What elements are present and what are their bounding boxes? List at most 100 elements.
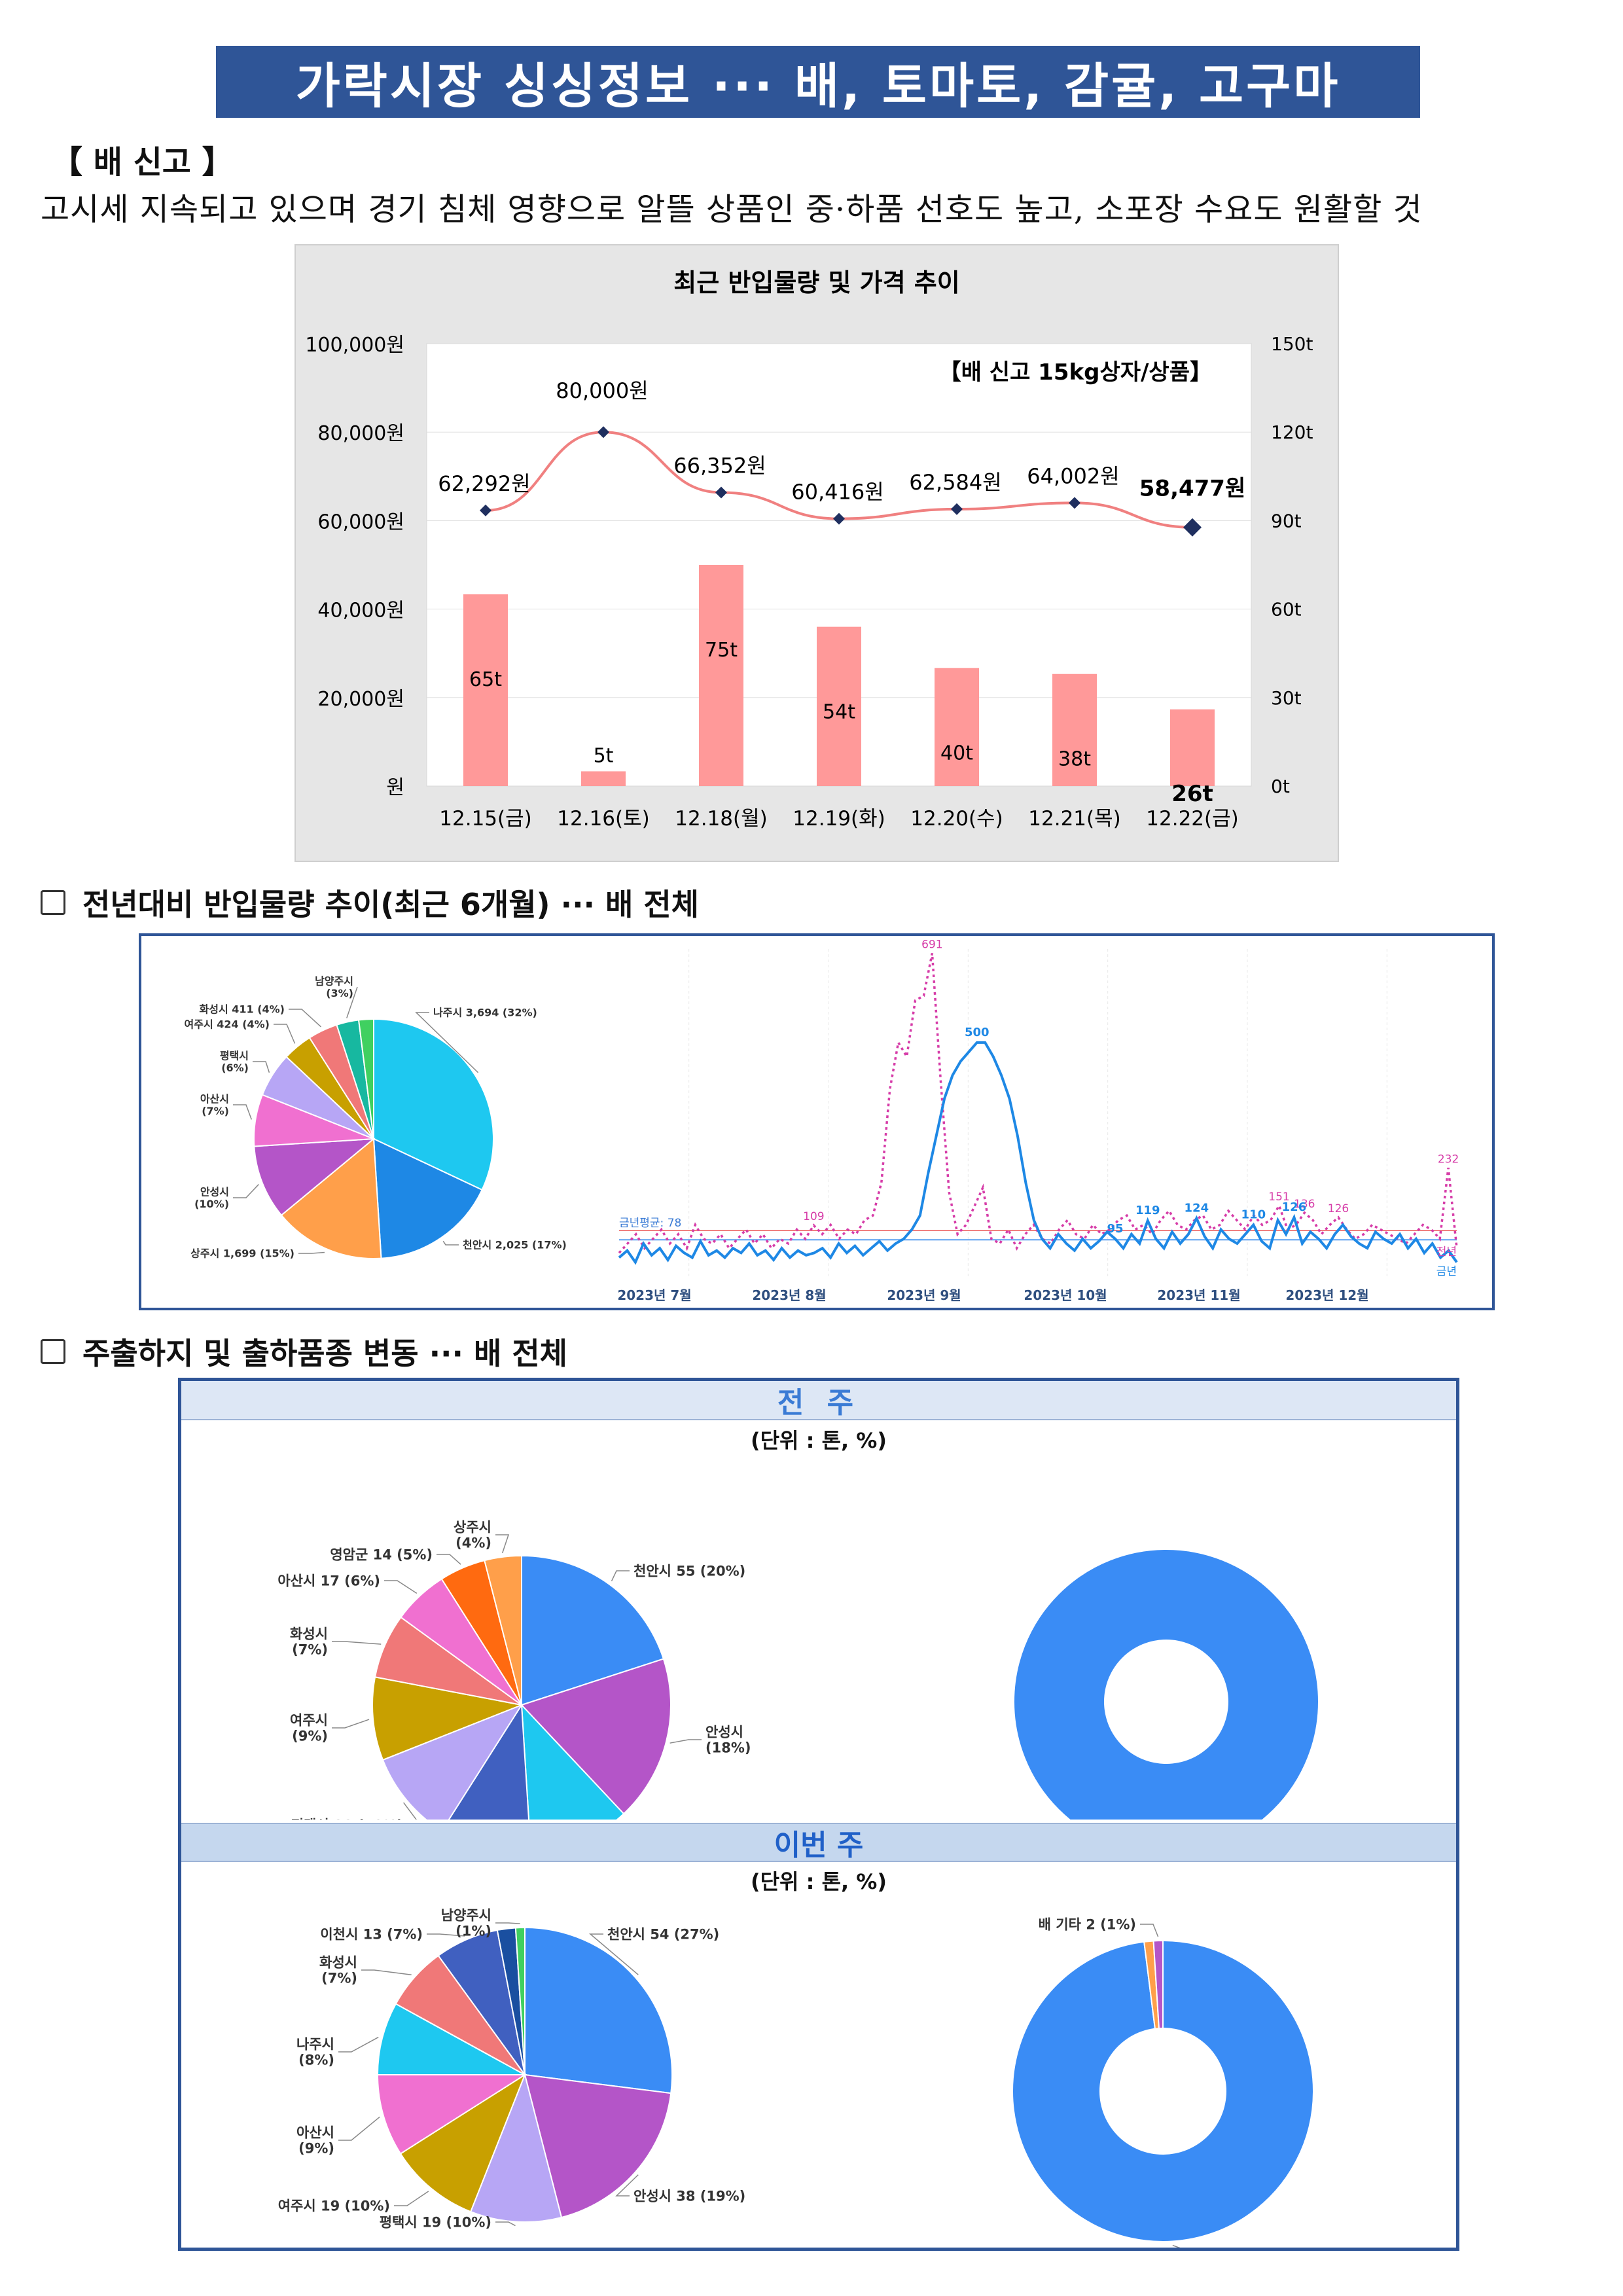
x-tick-label: 2023년 12월 xyxy=(1285,1287,1368,1303)
leader-line xyxy=(611,1570,630,1582)
leader-line xyxy=(588,1933,639,1975)
x-tick-label: 12.22(금) xyxy=(1146,807,1238,831)
slice-label: 안성시 xyxy=(705,1724,743,1740)
prev-week-variety-donut: 배 신고 314 (100%) xyxy=(1012,1549,1320,1820)
section-label: 【 배 신고 】 xyxy=(51,144,234,181)
leader-line xyxy=(298,1251,325,1254)
pie-slice xyxy=(448,1702,530,1820)
slice-label: (6%) xyxy=(221,1062,249,1074)
pie-slice xyxy=(280,1137,382,1259)
pie-slice xyxy=(373,1018,494,1191)
slice-label: (7%) xyxy=(202,1105,229,1117)
current-peak-label: 119 xyxy=(1135,1204,1160,1217)
leader-line xyxy=(338,2036,379,2053)
x-tick-label: 2023년 7월 xyxy=(617,1287,691,1303)
chart-annotation: 【배 신고 15kg상자/상품】 xyxy=(939,359,1212,386)
leader-line xyxy=(394,2191,429,2206)
slice-label: 나주시 xyxy=(296,2036,334,2052)
price-marker xyxy=(951,503,963,515)
section2-heading: 전년대비 반입물량 추이(최근 6개월) ··· 배 전체 xyxy=(82,887,700,922)
current-year-line xyxy=(618,1041,1458,1265)
x-tick-label: 12.19(화) xyxy=(793,807,885,831)
pie-slice xyxy=(376,2074,527,2155)
price-label: 60,416원 xyxy=(791,480,883,505)
slice-label: (10%) xyxy=(194,1198,229,1210)
slice-label: 천안시 2,025 (17%) xyxy=(463,1239,567,1251)
y-left-tick: 40,000원 xyxy=(317,600,404,622)
price-marker xyxy=(597,426,609,439)
y-left-tick: 20,000원 xyxy=(317,688,404,711)
pie-slice xyxy=(399,2073,527,2213)
price-marker xyxy=(480,504,491,516)
price-label: 66,352원 xyxy=(673,453,766,478)
pie-slice xyxy=(382,1703,524,1820)
pie-slice xyxy=(484,1554,522,1706)
y-left-tick: 80,000원 xyxy=(317,422,404,445)
leader-line xyxy=(233,1104,253,1120)
pie-slice xyxy=(514,1926,526,2075)
slice-label: (8%) xyxy=(298,2052,334,2068)
previous-peak-label: 151 xyxy=(1268,1191,1289,1204)
leader-line xyxy=(338,2116,380,2141)
leader-line xyxy=(403,1802,417,1820)
y-right-tick: 120t xyxy=(1271,422,1313,443)
checkbox-icon xyxy=(41,1339,65,1364)
y-right-tick: 90t xyxy=(1271,510,1302,531)
volume-label: 40t xyxy=(940,742,973,765)
prev-week-header: 전 주 xyxy=(181,1381,1456,1420)
x-tick-label: 12.18(월) xyxy=(675,807,767,831)
slice-label: (9%) xyxy=(298,2140,334,2156)
leader-line xyxy=(274,1024,296,1044)
slice-label: 아산시 xyxy=(296,2125,334,2140)
leader-line xyxy=(669,1739,702,1744)
x-tick-label: 2023년 8월 xyxy=(752,1287,826,1303)
section2-heading-row: 전년대비 반입물량 추이(최근 6개월) ··· 배 전체 xyxy=(41,881,699,924)
y-right-tick: 0t xyxy=(1271,776,1290,797)
price-label: 58,477원 xyxy=(1139,476,1245,502)
price-label: 80,000원 xyxy=(556,378,648,403)
pie-slice xyxy=(520,1703,625,1820)
previous-peak-label: 126 xyxy=(1328,1202,1349,1215)
pie-slice xyxy=(524,1926,673,2094)
pie-slice xyxy=(376,2003,526,2075)
x-tick-label: 2023년 9월 xyxy=(887,1287,961,1303)
slice-label: 안성시 xyxy=(200,1185,229,1198)
leader-line xyxy=(253,1061,270,1073)
x-tick-label: 12.20(수) xyxy=(910,807,1003,831)
volume-bar xyxy=(699,565,743,786)
volume-bar xyxy=(581,771,626,786)
leader-line xyxy=(437,1554,461,1565)
slice-label: 아산시 xyxy=(200,1092,229,1105)
pie-slice xyxy=(521,1554,665,1706)
price-label: 62,292원 xyxy=(438,471,530,496)
current-peak-label: 126 xyxy=(1282,1200,1307,1214)
pie-slice xyxy=(520,1658,671,1815)
pie-slice xyxy=(372,1676,524,1761)
slice-label: 평택시 28 (10%) xyxy=(291,1817,403,1820)
leader-line xyxy=(495,1534,510,1554)
section3-heading: 주출하지 및 출하품종 변동 ··· 배 전체 xyxy=(82,1336,567,1371)
slice-label: (1%) xyxy=(455,1923,491,1939)
previous-peak-label: 136 xyxy=(1294,1198,1315,1211)
volume-label: 5t xyxy=(594,744,614,767)
price-marker xyxy=(1069,497,1080,509)
current-peak-label: 110 xyxy=(1241,1208,1266,1221)
y-right-tick: 60t xyxy=(1271,599,1302,620)
price-marker xyxy=(715,486,727,499)
slice-label: 여주시 424 (4%) xyxy=(185,1018,270,1031)
x-tick-label: 2023년 10월 xyxy=(1024,1287,1107,1303)
slice-label: 여주시 xyxy=(290,1712,328,1728)
pie-slice xyxy=(253,1138,376,1217)
section3-heading-row: 주출하지 및 출하품종 변동 ··· 배 전체 xyxy=(41,1330,567,1373)
prev-week-unit: (단위 : 톤, %) xyxy=(750,1428,887,1453)
price-marker xyxy=(1183,518,1202,537)
slice-label: 안성시 38 (19%) xyxy=(633,2188,745,2204)
this-week-variety-donut: 배 신고 209 (98%)배 기타 2 (1%) xyxy=(1012,1916,1314,2248)
slice-label: 나주시 3,694 (32%) xyxy=(433,1007,537,1019)
slice-label: 아산시 17 (6%) xyxy=(277,1573,380,1588)
leader-line xyxy=(495,1922,520,1924)
volume-bar xyxy=(463,594,508,786)
legend-previous: 전년 xyxy=(1436,1246,1457,1259)
slice-label: 천안시 55 (20%) xyxy=(633,1563,745,1579)
prev-week-origin-pie: 천안시 55 (20%)안성시 (18%)나주시 32 (11%)이천시 28 … xyxy=(277,1519,751,1820)
